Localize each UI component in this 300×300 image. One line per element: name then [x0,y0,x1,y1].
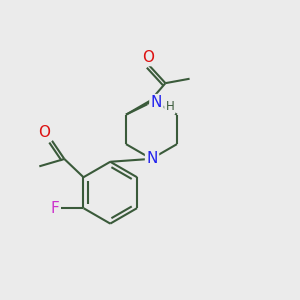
Text: O: O [142,50,154,65]
Text: N: N [146,151,158,166]
Text: F: F [50,201,59,216]
Text: O: O [39,125,51,140]
Text: N: N [151,95,162,110]
Text: H: H [165,100,174,113]
